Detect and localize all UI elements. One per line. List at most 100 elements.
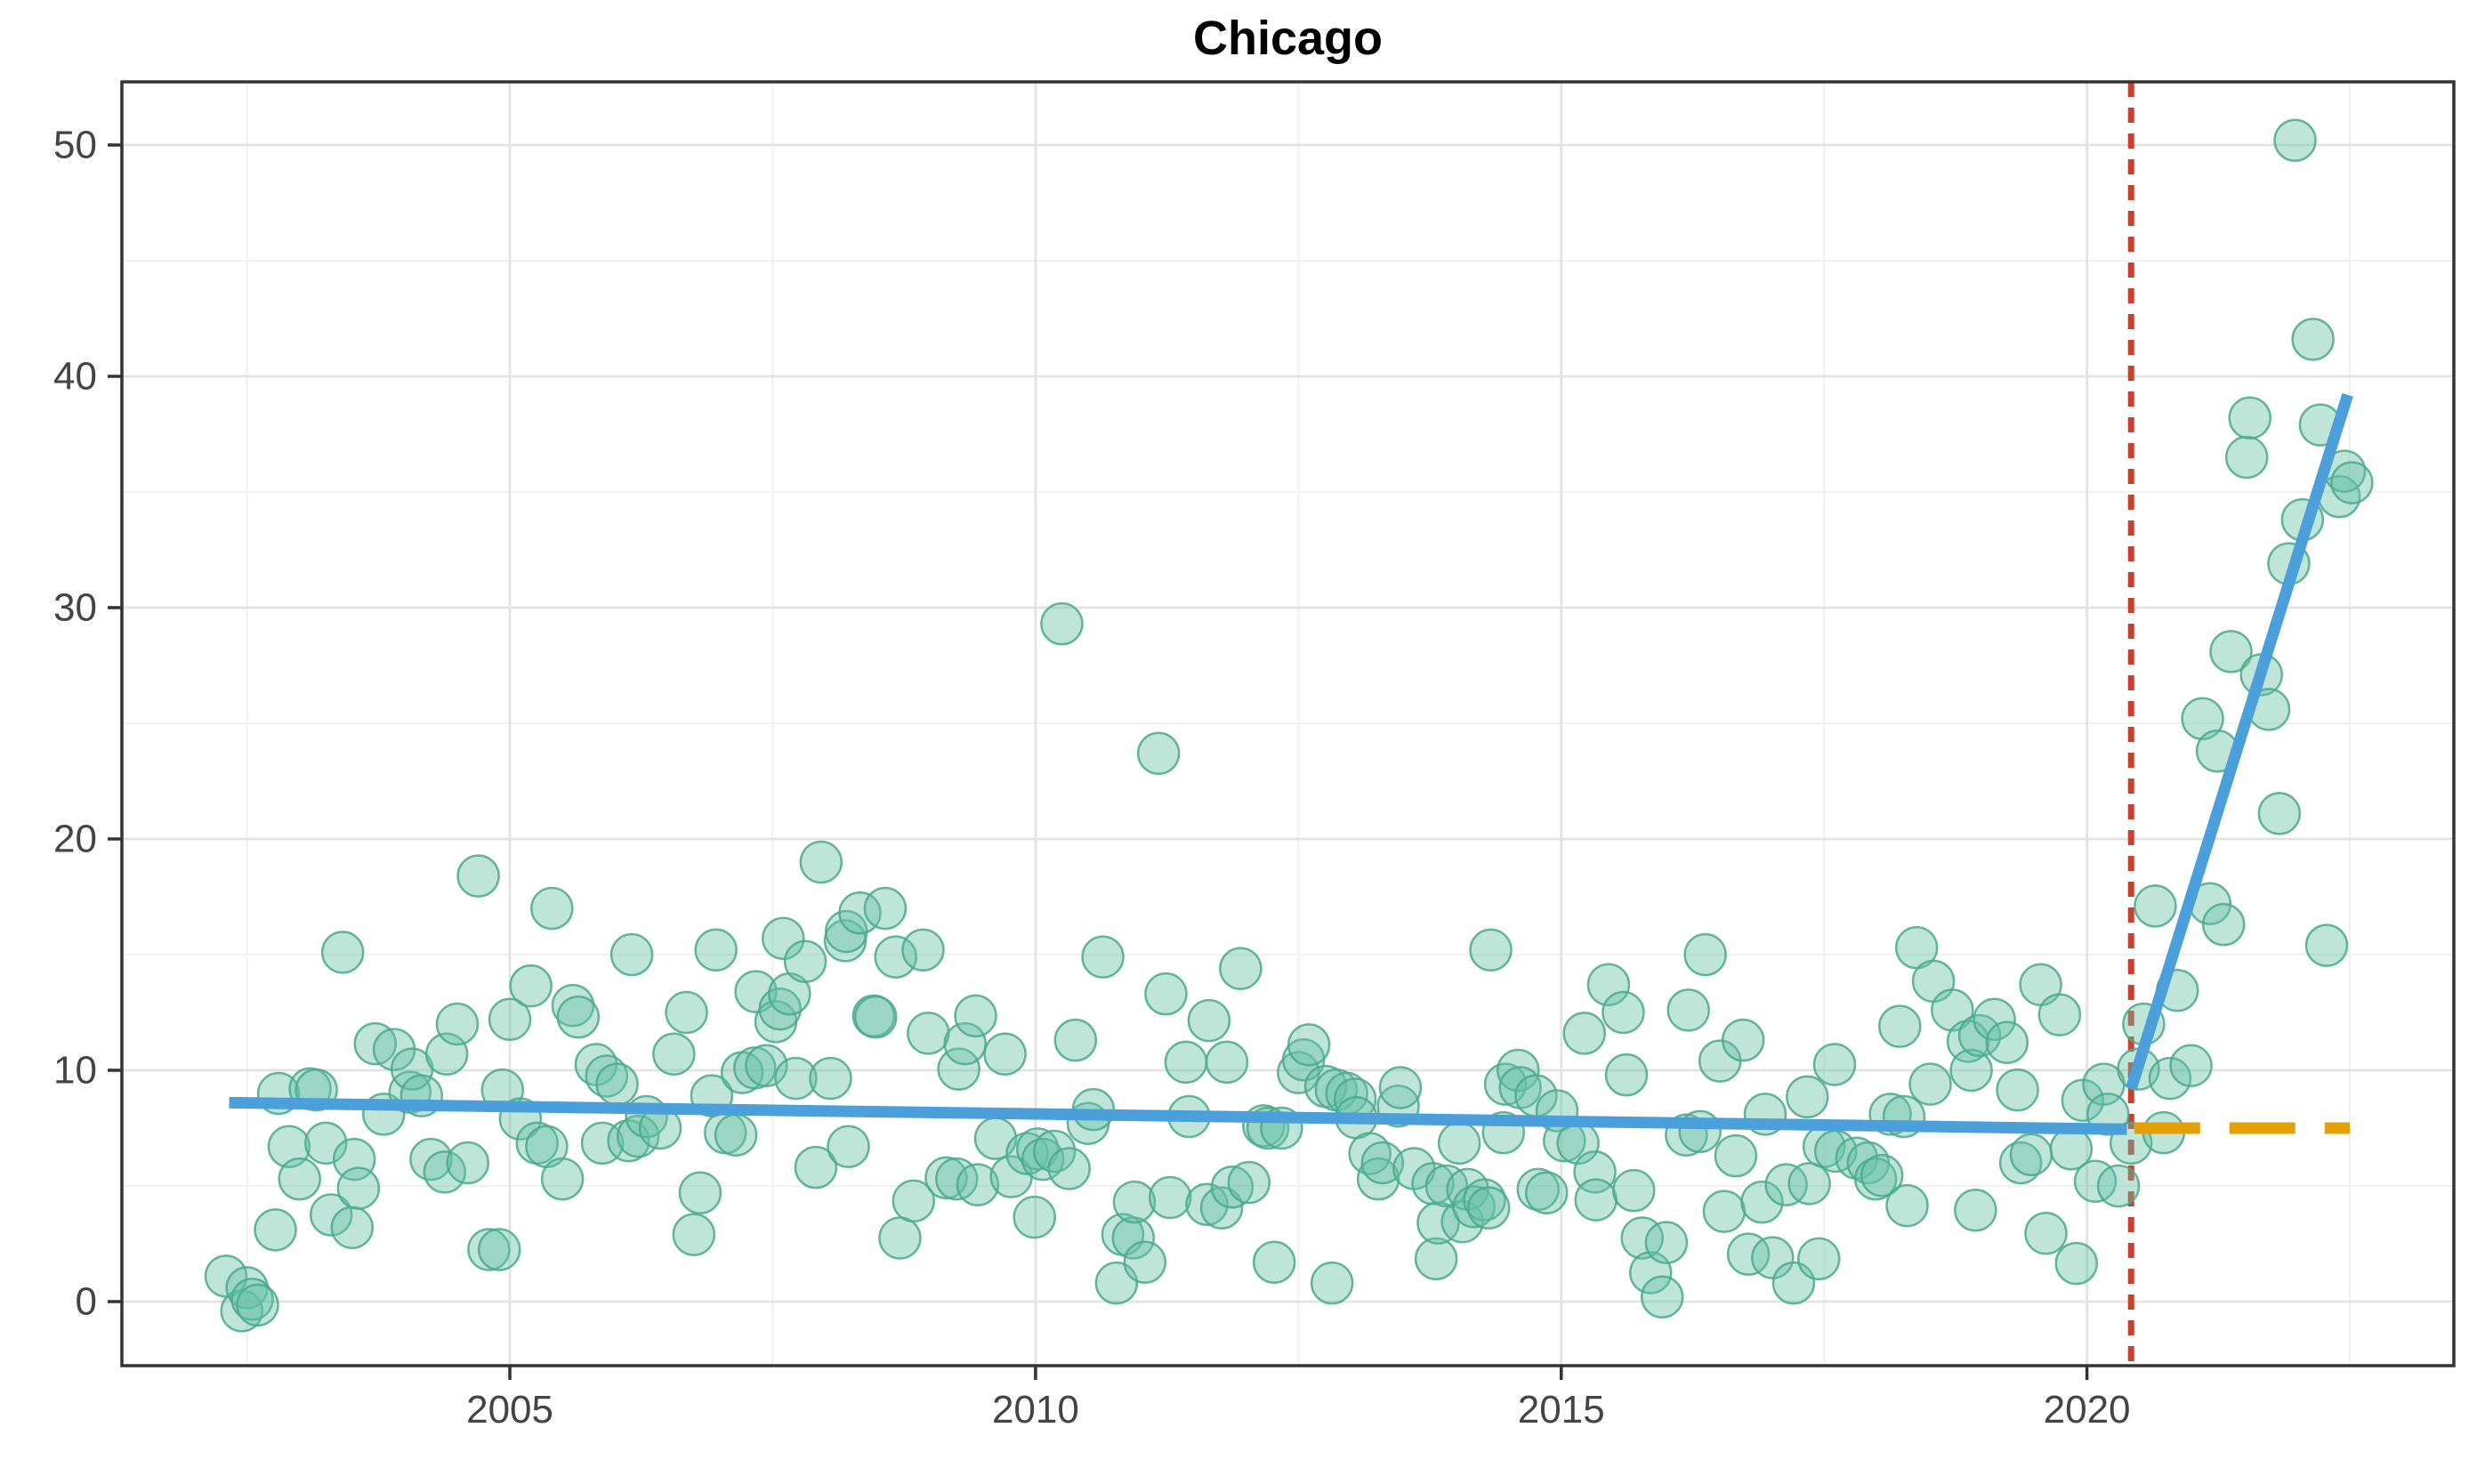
scatter-point [1053,1018,1098,1062]
scatter-point [1440,1200,1484,1244]
scatter-point [1164,1040,1208,1085]
scatter-point [783,940,827,984]
scatter-point [694,928,738,972]
scatter-point [1205,1040,1249,1085]
scatter-point [1973,997,2016,1042]
scatter-point [2024,1212,2068,1255]
scatter-point [1931,988,1974,1032]
scatter-point [1123,1240,1167,1285]
scatter-point [1081,935,1125,979]
scatter-point [878,1216,922,1260]
scatter-point [1602,990,1645,1035]
scatter-point [551,983,595,1028]
scatter-point [254,1208,297,1252]
scatter-point [1414,1237,1458,1281]
scatter-point [1112,1180,1157,1224]
x-tick-label: 2010 [992,1388,1079,1432]
scatter-point [1021,1137,1065,1182]
scatter-point [1356,1157,1400,1201]
scatter-point [488,997,532,1042]
scatter-point [456,854,500,898]
scatter-point [595,1062,639,1106]
scatter-point [935,1157,979,1201]
scatter-point [509,964,553,1008]
scatter-point [1111,1216,1156,1260]
scatter-point [2148,1056,2192,1101]
scatter-point [1252,1240,1296,1285]
scatter-point [2209,630,2253,673]
scatter-point [303,1121,348,1165]
scatter-point [1751,1236,1795,1279]
scatter-point [2330,461,2374,504]
scatter-point [2181,697,2224,741]
scatter-point [2096,1164,2141,1208]
scatter-point [446,1141,490,1185]
scatter-point [678,1171,722,1215]
scatter-point [556,995,601,1039]
scatter-point [1877,1004,1922,1048]
scatter-point [983,1032,1027,1077]
scatter-point [1227,1160,1271,1205]
scatter-point [2054,1241,2099,1286]
scatter-point [2009,1133,2053,1177]
scatter-point [1469,928,1513,972]
scatter-point [2037,993,2082,1036]
scatter-point [1219,947,1263,990]
scatter-point [320,931,365,974]
scatter-point [1721,1018,1765,1062]
post-trend-line [2126,392,2353,1091]
scatter-point [1040,601,1084,646]
scatter-point [1497,1048,1540,1093]
scatter-point [435,1002,480,1046]
scatter-point [2169,1044,2213,1088]
scatter-point [1885,1183,1929,1228]
scatter-point [1310,1261,1354,1305]
y-tick-label: 20 [53,817,97,860]
scatter-point [2257,792,2302,835]
pre-trend-line [229,1096,2127,1135]
y-tick-label: 0 [76,1279,97,1323]
scatter-point [230,1278,274,1321]
scatter-point [854,995,898,1039]
scatter-point [1666,988,1710,1032]
scatter-point [901,928,945,972]
scatter-point [2291,318,2335,361]
scatter-point [863,886,908,931]
scatter-point [1860,1154,1904,1198]
scatter-point [1032,1129,1077,1173]
scatter-point [1199,1186,1244,1230]
scatter-point [1463,1178,1506,1222]
scatter-point [278,1157,321,1201]
scatter-point [672,1213,716,1256]
scatter-point [1378,1066,1423,1109]
scatter-point [1740,1180,1784,1224]
scatter-point [1678,1109,1722,1154]
scatter-point [1466,1186,1511,1230]
scatter-point [2273,118,2317,163]
y-tick-label: 40 [53,354,97,398]
scatter-point [1812,1043,1857,1086]
scatter-point [1416,1201,1460,1245]
scatter-point [423,1150,467,1194]
scatter-point [1287,1023,1331,1067]
scatter-point [540,1157,585,1201]
scatter-point [2201,902,2246,947]
scatter-point [1136,731,1181,776]
scatter-point [236,1283,279,1327]
scatter-point [1562,1012,1606,1055]
scatter-point [1013,1195,1056,1239]
scatter-point [530,886,574,931]
x-tick-label: 2005 [466,1388,553,1432]
scatter-point [892,1179,936,1223]
scatter-point [774,1056,818,1101]
scatter-point [1604,1053,1649,1097]
scatter-point [409,1137,453,1182]
scatter-point [1949,1048,1993,1093]
scatter-point [714,1113,758,1157]
scatter-point [799,840,843,884]
scatter-point [1524,1171,1569,1215]
y-tick-label: 10 [53,1048,97,1092]
scatter-point [477,1228,521,1271]
